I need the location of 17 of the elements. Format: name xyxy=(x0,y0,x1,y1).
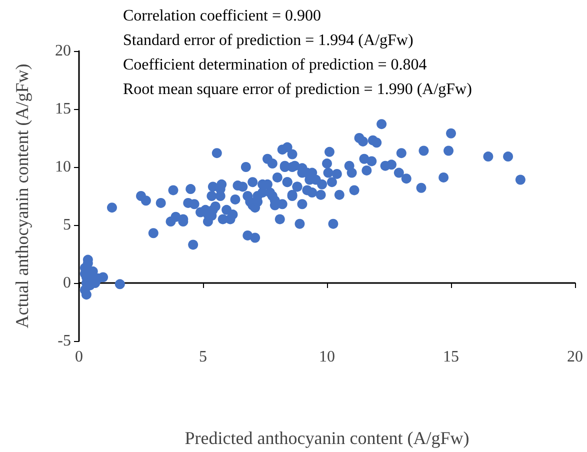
x-axis-title: Predicted anthocyanin content (A/gFw) xyxy=(184,428,470,448)
y-axis-title: Actual anthocyanin content (A/gFw) xyxy=(12,64,32,328)
annotation: Coefficient determination of prediction = 0.804 xyxy=(123,56,427,74)
y-tick-label: 5 xyxy=(63,216,71,234)
y-tick-label: 15 xyxy=(55,100,71,118)
x-tick-label: 0 xyxy=(75,348,83,366)
x-tick-label: 5 xyxy=(199,348,207,366)
text: Standard error of prediction = 1.994 (A/gFw) xyxy=(123,32,414,49)
y-tick-label: 0 xyxy=(63,274,71,292)
x-tick-label: 15 xyxy=(443,348,459,366)
y-tick-label: 10 xyxy=(55,158,71,176)
y-tick-label: 20 xyxy=(55,42,71,60)
y-tick-label: -5 xyxy=(58,332,71,350)
annotation: Root mean square error of prediction = 1.990 (A/gFw) xyxy=(123,81,472,98)
x-tick-label: 20 xyxy=(567,348,583,366)
x-tick-label: 10 xyxy=(319,348,335,366)
text: Correlation coefficient = 0.900 xyxy=(123,8,321,24)
